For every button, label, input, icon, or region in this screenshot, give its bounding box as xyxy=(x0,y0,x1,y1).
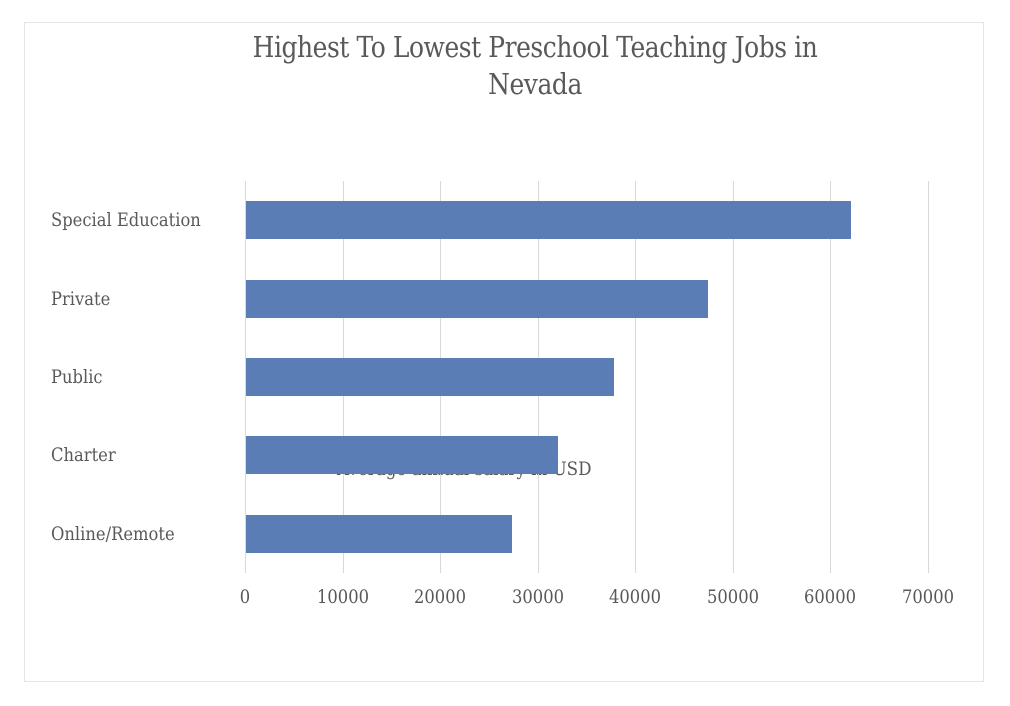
category-label: Charter xyxy=(51,444,116,467)
gridline xyxy=(635,181,637,573)
gridline xyxy=(830,181,832,573)
bar-private xyxy=(246,279,708,318)
bar-online-remote xyxy=(246,514,513,553)
category-label: Special Education xyxy=(51,209,201,232)
chart-title: Highest To Lowest Preschool Teaching Job… xyxy=(208,29,862,103)
x-tick-label: 30000 xyxy=(511,586,564,608)
category-label: Public xyxy=(51,366,103,388)
bar-charter xyxy=(246,436,559,475)
bar-special-education xyxy=(246,201,851,240)
chart-frame: Highest To Lowest Preschool Teaching Job… xyxy=(24,22,984,682)
x-tick-label: 70000 xyxy=(902,586,954,608)
plot-area xyxy=(245,181,929,573)
gridline xyxy=(732,181,734,573)
value-axis-line xyxy=(245,181,246,573)
chart-title-line-2: Nevada xyxy=(488,67,582,101)
x-tick-label: 0 xyxy=(239,586,251,608)
category-label: Online/Remote xyxy=(51,522,175,545)
chart-title-line-1: Highest To Lowest Preschool Teaching Job… xyxy=(252,30,818,64)
x-tick-label: 20000 xyxy=(414,586,467,608)
x-tick-label: 60000 xyxy=(804,586,857,608)
bar-public xyxy=(246,358,614,396)
x-tick-label: 40000 xyxy=(609,586,662,608)
gridline xyxy=(928,181,929,573)
category-label: Private xyxy=(51,287,111,310)
x-tick-label: 10000 xyxy=(316,586,369,608)
x-tick-label: 50000 xyxy=(706,586,759,608)
